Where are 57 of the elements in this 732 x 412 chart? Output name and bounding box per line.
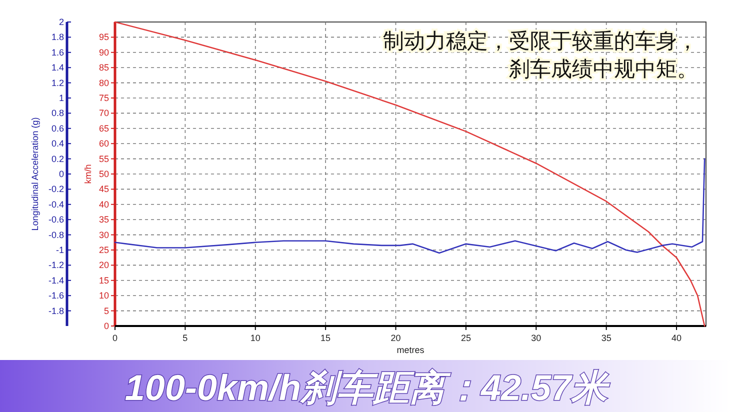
x-tick-label: 10 (250, 333, 260, 343)
text: 100-0km/h刹车距离：42.57米 (124, 367, 610, 408)
y-tick-label: 30 (98, 230, 109, 240)
y-tick-label: 90 (98, 47, 109, 58)
line-series (114, 158, 706, 254)
y-tick-label: 20 (98, 260, 109, 270)
y2-tick-label: -0.8 (48, 230, 64, 240)
y2-axis-title: Longitudinal Acceleration (g) (30, 117, 40, 231)
y-tick-label: 25 (98, 245, 109, 255)
annotation: 刹车成绩中规中矩。 (509, 58, 698, 81)
y-tick-label: 55 (98, 154, 109, 164)
annotation: 制动力稳定，受限于较重的车身， (383, 30, 698, 53)
y2-tick-label: 1.8 (51, 32, 64, 42)
y-tick-label: 85 (98, 62, 109, 73)
y-tick-label: 60 (98, 138, 109, 149)
x-axis-title: metres (396, 345, 425, 355)
y-tick-label: 95 (98, 32, 109, 42)
y-axis-title: km/h (83, 164, 93, 184)
y2-tick-label: -0.2 (48, 184, 64, 194)
y2-tick-label: -1.4 (48, 275, 64, 286)
x-tick-label: 0 (112, 333, 118, 343)
y2-tick-label: 1 (58, 93, 64, 103)
y-tick-label: 70 (98, 108, 109, 118)
y-tick-label: 50 (98, 169, 109, 179)
line-series (114, 21, 706, 327)
y-tick-label: 45 (98, 184, 109, 194)
y-tick-label: 75 (98, 93, 109, 103)
y-tick-label: 10 (98, 290, 109, 301)
x-tick-label: 15 (320, 333, 331, 343)
y2-tick-label: -1 (56, 245, 64, 255)
y2-tick-label: -1.6 (48, 290, 64, 301)
x-tick-label: 35 (601, 333, 612, 343)
y2-tick-label: 0.2 (51, 154, 64, 164)
y2-tick-label: -0.4 (48, 199, 64, 210)
y2-tick-label: -0.6 (48, 214, 64, 225)
y2-tick-label: 0.4 (51, 138, 64, 149)
y-tick-label: 0 (104, 321, 109, 331)
y-tick-label: 5 (104, 306, 109, 316)
x-tick-label: 40 (672, 333, 682, 343)
y2-tick-label: 0.6 (51, 123, 64, 134)
y-tick-label: 15 (98, 275, 109, 286)
y2-tick-label: 0 (58, 169, 64, 179)
y2-tick-label: 1.4 (51, 62, 64, 73)
y2-tick-label: 0.8 (51, 108, 64, 118)
y2-tick-label: 1.6 (51, 47, 64, 58)
y2-tick-label: -1.8 (48, 306, 64, 316)
y2-tick-label: -1.2 (48, 260, 64, 270)
y2-tick-label: 1.2 (51, 78, 64, 88)
x-tick-label: 25 (460, 333, 471, 343)
y2-tick-label: 2 (58, 17, 64, 27)
x-tick-label: 5 (182, 333, 188, 343)
y-tick-label: 40 (98, 199, 109, 210)
y-tick-label: 35 (98, 214, 109, 225)
y-tick-label: 80 (98, 78, 109, 88)
x-tick-label: 20 (390, 333, 401, 343)
y-tick-label: 65 (98, 123, 109, 134)
x-tick-label: 30 (531, 333, 542, 343)
